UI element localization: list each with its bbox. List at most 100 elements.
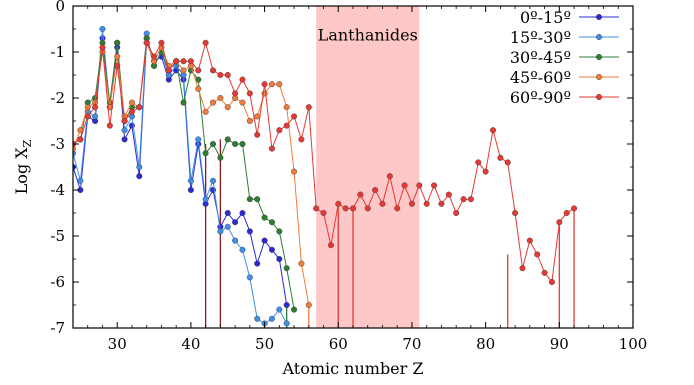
data-point (453, 209, 460, 216)
data-point (423, 200, 430, 207)
data-point (224, 104, 231, 111)
data-point (246, 90, 253, 97)
legend-item: 15º-30º (510, 28, 619, 47)
data-point (224, 136, 231, 143)
lanthanide-shaded-region (316, 6, 420, 328)
data-point (571, 205, 578, 212)
data-point (128, 108, 135, 115)
data-point (239, 209, 246, 216)
data-point (276, 127, 283, 134)
data-point (84, 104, 91, 111)
data-point (217, 71, 224, 78)
data-point (180, 99, 187, 106)
y-tick-label: -2 (50, 89, 65, 107)
data-point (224, 209, 231, 216)
data-point (224, 223, 231, 230)
data-point (408, 200, 415, 207)
data-point (239, 76, 246, 83)
y-tick-label: -3 (50, 135, 65, 153)
y-tick-label: -4 (50, 181, 65, 199)
data-point (276, 228, 283, 235)
data-point (224, 71, 231, 78)
data-point (217, 154, 224, 161)
data-point (209, 177, 216, 184)
data-point (202, 108, 209, 115)
x-tick-label: 30 (108, 335, 127, 353)
data-point (77, 177, 84, 184)
data-point (283, 320, 290, 327)
legend-label: 15º-30º (510, 28, 571, 47)
data-point (121, 127, 128, 134)
data-point (99, 44, 106, 51)
data-point (173, 58, 180, 65)
data-point (482, 168, 489, 175)
legend-swatch-marker (596, 93, 603, 100)
y-axis-label: Log XZ (12, 139, 34, 194)
data-point (563, 209, 570, 216)
data-point (195, 136, 202, 143)
series-2 (73, 26, 290, 327)
data-point (475, 159, 482, 166)
data-point (320, 209, 327, 216)
data-point (151, 53, 158, 60)
data-point (187, 186, 194, 193)
legend-label: 0º-15º (520, 8, 571, 27)
data-point (291, 306, 298, 313)
x-axis-label: Atomic number Z (281, 359, 423, 378)
data-point (136, 104, 143, 111)
data-point (504, 159, 511, 166)
legend-label: 60º-90º (510, 88, 571, 107)
data-point (165, 67, 172, 74)
data-point (99, 26, 106, 33)
data-point (232, 219, 239, 226)
data-point (276, 306, 283, 313)
data-point (217, 94, 224, 101)
data-point (121, 136, 128, 143)
data-point (239, 246, 246, 253)
data-point (460, 196, 467, 203)
x-tick-label: 80 (476, 335, 495, 353)
data-point (497, 154, 504, 161)
data-point (232, 237, 239, 244)
data-point (350, 205, 357, 212)
data-point (121, 117, 128, 124)
y-tick-label: -5 (50, 227, 65, 245)
legend-swatch-marker (596, 34, 603, 41)
data-point (490, 127, 497, 134)
data-point (305, 104, 312, 111)
data-point (283, 122, 290, 129)
data-point (438, 200, 445, 207)
legend-item: 45º-60º (510, 68, 619, 87)
data-point (291, 168, 298, 175)
x-tick-label: 90 (550, 335, 569, 353)
data-point (209, 67, 216, 74)
data-point (268, 246, 275, 253)
data-point (202, 39, 209, 46)
data-point (268, 145, 275, 152)
data-point (327, 242, 334, 249)
data-point (298, 260, 305, 267)
data-point (209, 140, 216, 147)
x-tick-label: 50 (255, 335, 274, 353)
data-point (342, 205, 349, 212)
data-point (114, 53, 121, 60)
data-point (239, 99, 246, 106)
series-1 (73, 35, 290, 309)
data-point (401, 182, 408, 189)
y-tick-label: 0 (55, 0, 65, 15)
data-point (246, 274, 253, 281)
data-point (386, 173, 393, 180)
data-point (84, 113, 91, 120)
data-point (195, 85, 202, 92)
x-tick-label: 40 (181, 335, 200, 353)
legend-swatch-marker (596, 73, 603, 80)
data-point (232, 140, 239, 147)
data-point (106, 122, 113, 129)
data-point (136, 163, 143, 170)
data-point (313, 205, 320, 212)
legend-item: 60º-90º (510, 88, 619, 107)
data-point (128, 99, 135, 106)
data-point (143, 39, 150, 46)
data-point (180, 58, 187, 65)
